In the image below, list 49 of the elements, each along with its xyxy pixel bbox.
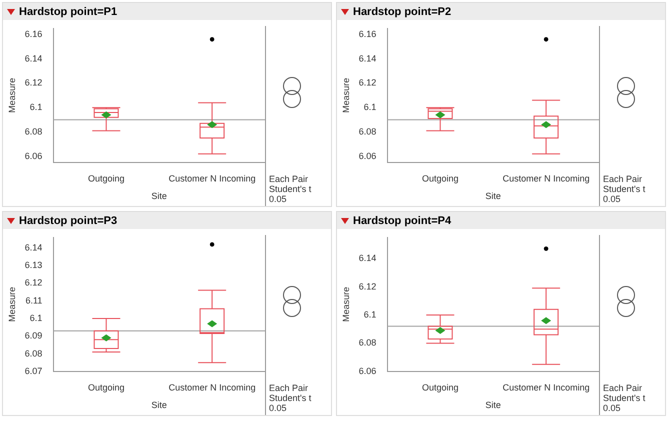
y-tick-label: 6.14 bbox=[24, 53, 42, 64]
text: Each Pair Student's t 0.05 bbox=[268, 174, 312, 206]
y-tick-label: 6.12 bbox=[24, 278, 42, 288]
chart-title: Hardstop point=P4 bbox=[353, 214, 452, 226]
y-tick-label: 6.12 bbox=[24, 78, 42, 88]
y-tick-label: 6.09 bbox=[24, 330, 42, 341]
y-tick-label: 6.06 bbox=[24, 150, 42, 161]
x-axis-title: Site bbox=[151, 400, 167, 410]
x-axis-title: Site bbox=[485, 191, 501, 202]
y-tick-label: 6.16 bbox=[24, 28, 42, 39]
y-axis-title: Measure bbox=[6, 286, 17, 322]
y-tick-label: 6.06 bbox=[358, 150, 376, 161]
y-tick-label: 6.06 bbox=[358, 366, 376, 376]
y-tick-label: 6.1 bbox=[364, 309, 376, 320]
y-tick-label: 6.1 bbox=[30, 102, 42, 112]
y-tick-label: 6.13 bbox=[24, 260, 42, 270]
text: Each Pair Student's t 0.05 bbox=[268, 383, 312, 415]
y-tick-label: 6.07 bbox=[24, 366, 42, 376]
text: Each Pair Student's t 0.05 bbox=[602, 383, 646, 415]
x-tick-label: Customer N Incoming bbox=[502, 382, 590, 392]
x-tick-label: Customer N Incoming bbox=[502, 173, 590, 184]
y-tick-label: 6.12 bbox=[358, 281, 376, 292]
y-tick-label: 6.08 bbox=[358, 126, 376, 136]
chart-title: Hardstop point=P1 bbox=[19, 6, 118, 18]
y-tick-label: 6.08 bbox=[358, 338, 376, 348]
y-tick-label: 6.12 bbox=[358, 78, 376, 88]
chart-title: Hardstop point=P3 bbox=[19, 214, 118, 226]
text: Each Pair Student's t 0.05 bbox=[602, 174, 646, 206]
x-tick-label: Outgoing bbox=[422, 382, 459, 392]
y-tick-label: 6.08 bbox=[24, 126, 42, 136]
y-tick-label: 6.14 bbox=[24, 242, 42, 252]
x-tick-label: Outgoing bbox=[422, 173, 459, 184]
y-tick-label: 6.14 bbox=[358, 253, 376, 264]
x-axis-title: Site bbox=[151, 191, 167, 202]
chart-title: Hardstop point=P2 bbox=[353, 6, 452, 18]
x-tick-label: Outgoing bbox=[88, 382, 125, 392]
y-axis-title: Measure bbox=[6, 78, 17, 113]
y-tick-label: 6.14 bbox=[358, 53, 376, 64]
y-tick-label: 6.1 bbox=[364, 102, 376, 112]
y-tick-label: 6.16 bbox=[358, 28, 376, 39]
x-axis-title: Site bbox=[485, 400, 501, 410]
y-tick-label: 6.1 bbox=[30, 312, 42, 323]
x-tick-label: Outgoing bbox=[88, 173, 125, 184]
y-axis-title: Measure bbox=[340, 78, 351, 113]
x-tick-label: Customer N Incoming bbox=[168, 382, 256, 392]
y-tick-label: 6.08 bbox=[24, 348, 42, 358]
x-tick-label: Customer N Incoming bbox=[168, 173, 256, 184]
y-tick-label: 6.11 bbox=[25, 295, 42, 306]
y-axis-title: Measure bbox=[340, 286, 351, 322]
